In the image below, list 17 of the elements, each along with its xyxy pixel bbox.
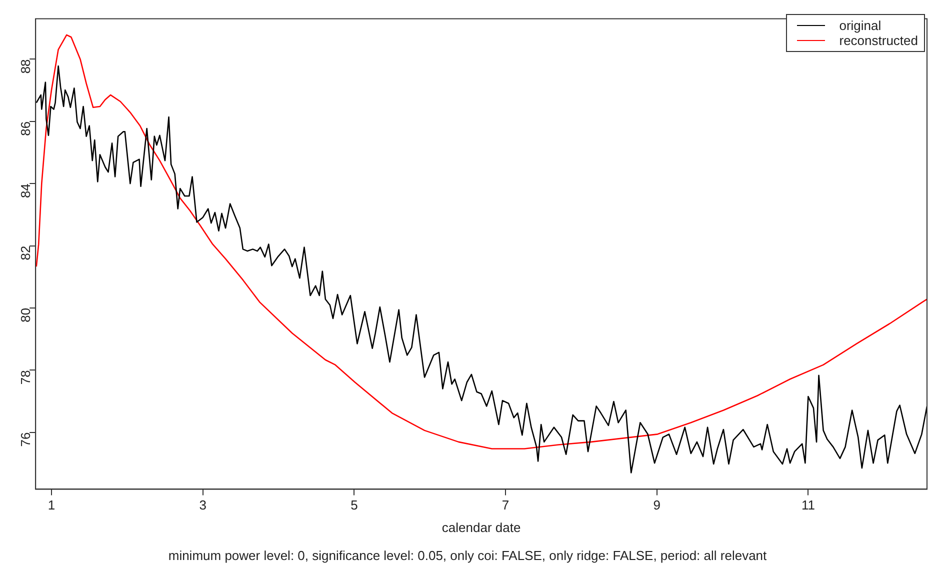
text: minimum power level: 0, significance level: 0.05, only coi: FALSE, only ridge: FALSE, period: all relevant <box>168 548 768 563</box>
y-tick-label: 76 <box>18 432 34 447</box>
x-tick-label: 9 <box>653 498 660 513</box>
y-tick-label: 80 <box>18 308 34 322</box>
y-tick-label: 86 <box>18 121 34 136</box>
x-tick-label: 5 <box>350 498 358 513</box>
x-tick-label: 11 <box>801 498 815 513</box>
x-tick-label: 1 <box>48 498 56 513</box>
legend-label: original <box>839 18 882 33</box>
y-tick-label: 82 <box>18 246 34 260</box>
y-tick-label: 84 <box>18 184 34 198</box>
x-axis-title: calendar date <box>442 520 521 536</box>
x-tick-label: 3 <box>199 498 206 513</box>
y-tick-label: 78 <box>18 370 34 385</box>
legend-label: reconstructed <box>839 33 918 48</box>
x-tick-label: 7 <box>502 498 510 513</box>
y-tick-label: 88 <box>18 59 34 74</box>
